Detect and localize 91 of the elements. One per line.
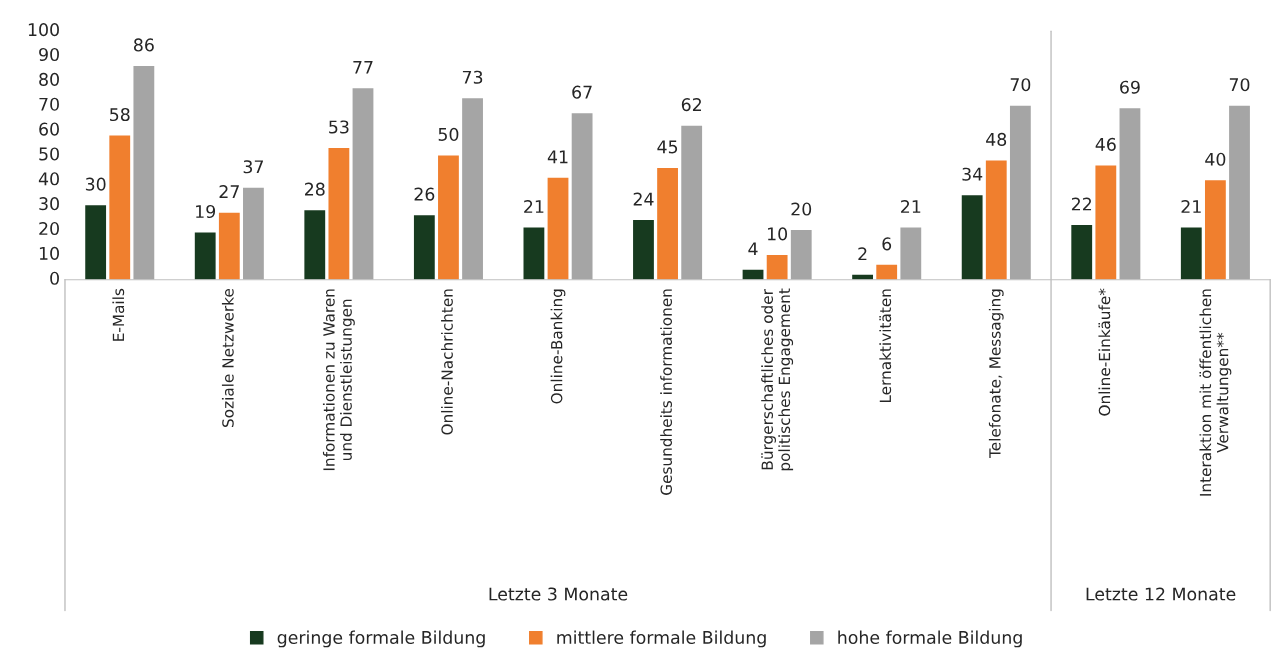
data-label: 21 [901,199,921,213]
legend-label: geringe formale Bildung [277,630,485,648]
data-label: 10 [768,227,788,241]
x-tick-label: Lernaktivitäten [879,289,892,403]
bar [547,177,569,280]
bar [1071,225,1093,280]
data-label: 4 [748,242,758,256]
bar [328,148,350,280]
data-label: 53 [329,120,349,134]
data-label: 48 [986,132,1007,146]
y-tick-label: 0 [50,271,59,285]
data-label: 28 [305,182,325,196]
bar [1180,227,1202,280]
data-label: 70 [1229,78,1250,92]
legend-label: hohe formale Bildung [838,630,1022,648]
bar [352,88,374,280]
data-label: 24 [633,192,654,206]
bar [790,230,812,280]
text: Letzte 12 Monate [1086,587,1236,601]
data-label: 77 [353,60,373,74]
bar [413,215,435,280]
x-tick-label: Bürgerschaftliches oder politisches Engagement [761,288,794,471]
data-label: 62 [681,98,701,112]
data-label: 21 [524,199,544,213]
y-tick-label: 90 [39,47,59,62]
bar [1229,105,1250,280]
data-label: 21 [1181,199,1201,213]
x-tick-label: Online-Nachrichten [441,289,453,435]
data-label: 58 [110,107,130,122]
y-tick-label: 100 [28,23,59,37]
bar [109,135,131,280]
data-label: 69 [1120,80,1140,94]
bar [243,187,264,280]
data-label: 40 [1205,152,1226,166]
bar [194,232,216,280]
data-label: 45 [657,140,678,154]
data-label: 86 [133,38,154,52]
text: Letzte 3 Monate [489,587,628,601]
data-label: 37 [243,160,263,174]
bar [900,227,922,280]
data-label: 34 [962,167,983,181]
data-label: 6 [882,237,892,251]
data-label: 73 [462,70,483,84]
x-tick-label: Soziale Netzwerke [221,288,234,427]
data-label: 2 [858,247,867,261]
x-tick-label: E-Mails [112,288,125,341]
y-tick-label: 40 [38,172,59,186]
data-label: 67 [572,85,592,99]
bar [304,210,326,280]
x-tick-label: Telefonate, Messaging [988,289,1004,458]
bar [85,205,107,280]
bar [961,195,983,280]
bar [681,125,703,280]
bar [1204,180,1226,280]
bar [1095,165,1117,280]
bar [657,167,678,280]
data-label: 70 [1010,78,1031,92]
y-tick-label: 60 [39,122,59,136]
x-tick-label: Gesundheits informationen [660,289,673,495]
bar [766,254,788,280]
data-label: 26 [414,187,435,201]
bar [438,155,459,280]
legend-label: mittlere formale Bildung [557,630,766,648]
data-label: 50 [438,127,459,141]
data-label: 30 [85,177,106,191]
data-label: 27 [219,185,239,198]
x-tick-label: Online-Banking [550,289,566,404]
bar [985,160,1007,280]
data-label: 46 [1095,137,1116,151]
bar [218,212,240,280]
bar [876,264,898,280]
x-tick-label: Online-Einkäufe* [1098,288,1111,416]
data-label: 22 [1071,197,1092,211]
bar [1119,108,1141,280]
bar [633,220,654,280]
bar [523,227,545,280]
x-tick-label: Interaktion mit öffentlichen Verwaltungen** [1199,289,1232,496]
y-tick-label: 50 [39,147,59,161]
bar [462,98,483,280]
data-label: 41 [547,150,568,164]
bar [571,113,593,280]
y-tick-label: 70 [39,97,59,111]
data-label: 20 [791,202,812,216]
bar [133,65,155,280]
y-tick-label: 80 [39,72,59,86]
x-tick-label: Informationen zu Waren und Dienstleistungen [322,289,355,471]
data-label: 19 [196,204,216,219]
y-tick-label: 10 [39,246,59,260]
y-tick-label: 20 [39,221,59,236]
bar [1009,105,1031,280]
y-tick-label: 30 [39,197,59,211]
